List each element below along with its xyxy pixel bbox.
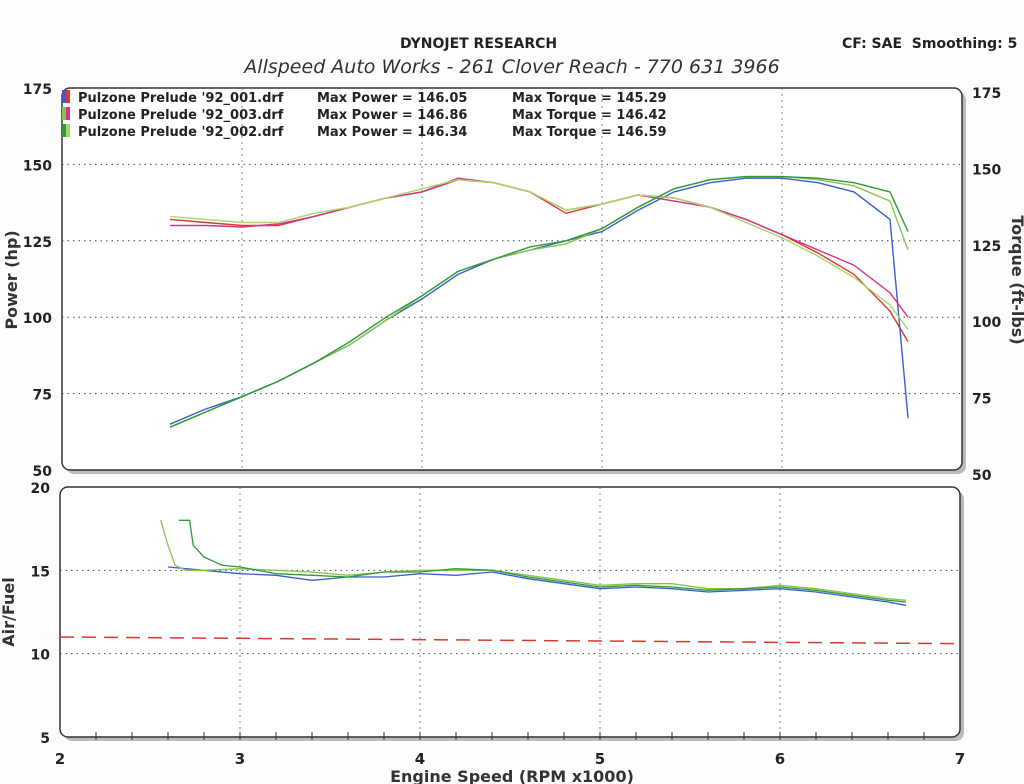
legend-max-power: Max Power = 146.34 [317,125,467,140]
afr-target-line [59,636,961,645]
torque-line-3 [169,178,909,330]
power-tick-label: 125 [23,235,52,251]
report-title: DYNOJET RESEARCH [400,36,558,52]
torque-tick-label: 75 [972,392,991,408]
legend-swatch-icon [62,124,66,137]
rpm-tick-label: 7 [955,750,965,768]
afr-line-3 [178,519,907,603]
power-tick-label: 150 [23,158,52,174]
power-torque-panel-frame [61,87,963,471]
torque-axis-title: Torque (ft-lbs) [1008,215,1024,344]
torque-tick-label: 175 [972,86,1001,102]
afr-tick-label: 20 [31,481,51,497]
power-axis-title: Power (hp) [2,230,21,329]
afr-line-1 [167,566,907,606]
afr-tick-label: 10 [31,648,51,664]
torque-line-1 [169,178,909,342]
rpm-tick-label: 4 [415,750,425,768]
legend-max-torque: Max Torque = 145.29 [512,91,667,106]
torque-tick-label: 150 [972,162,1001,178]
air-fuel-panel-frame [59,486,961,738]
legend-swatch-icon [62,90,66,103]
rpm-tick-label: 3 [235,750,245,768]
rpm-tick-label: 2 [55,750,65,768]
legend-file: Pulzone Prelude '92_003.drf [78,108,284,123]
rpm-tick-label: 5 [595,750,605,768]
legend-file: Pulzone Prelude '92_001.drf [78,91,284,106]
torque-tick-label: 50 [972,468,992,484]
afr-axis-title: Air/Fuel [0,577,18,646]
power-line-3 [169,175,909,428]
shop-subtitle: Allspeed Auto Works - 261 Clover Reach -… [244,56,780,78]
legend-max-power: Max Power = 146.05 [317,91,467,106]
legend-max-torque: Max Torque = 146.59 [512,125,667,140]
legend-file: Pulzone Prelude '92_002.drf [78,125,284,140]
legend-swatch-icon [62,107,66,120]
rpm-tick-label: 6 [775,750,785,768]
legend-max-power: Max Power = 146.86 [317,108,467,123]
legend-swatch-icon [66,124,70,137]
torque-tick-label: 100 [972,315,1001,331]
power-tick-label: 175 [23,82,52,98]
torque-tick-label: 125 [972,239,1001,255]
x-axis-title: Engine Speed (RPM x1000) [390,767,634,784]
power-tick-label: 100 [23,311,52,327]
settings-text: CF: SAE Smoothing: 5 [842,36,1018,52]
legend-swatch-icon [66,90,70,103]
power-tick-label: 50 [33,464,53,480]
power-tick-label: 75 [33,388,52,404]
afr-tick-label: 15 [31,564,50,580]
legend-max-torque: Max Torque = 146.42 [512,108,667,123]
legend-swatch-icon [66,107,70,120]
afr-tick-label: 5 [40,731,50,747]
